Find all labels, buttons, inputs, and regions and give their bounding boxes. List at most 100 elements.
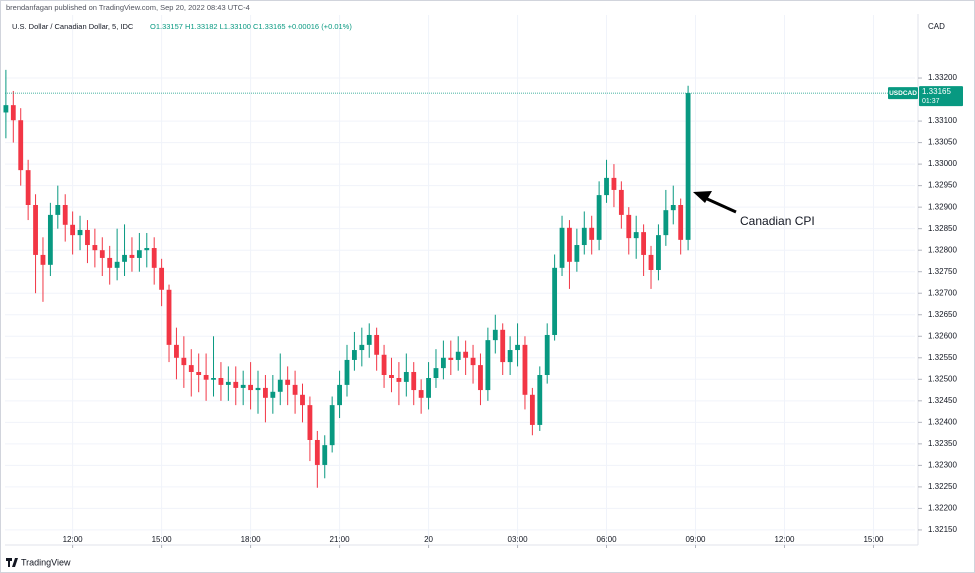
candle-body: [248, 384, 254, 391]
currency-label: CAD: [928, 22, 945, 31]
candle-body: [641, 232, 647, 255]
candle-body: [337, 384, 342, 406]
candle-body: [159, 267, 165, 290]
y-tick-label: 1.32950: [928, 181, 957, 190]
candle-body: [537, 375, 543, 425]
symbol-title: U.S. Dollar / Canadian Dollar, 5, IDC: [12, 22, 134, 31]
x-tick-label: 15:00: [863, 535, 884, 544]
x-tick-label: 18:00: [241, 535, 262, 544]
candle-body: [500, 329, 506, 363]
x-tick-label: 21:00: [330, 535, 351, 544]
annotation-text: Canadian CPI: [740, 214, 815, 228]
candle-body: [389, 375, 394, 379]
brand-logo: [6, 558, 18, 567]
candle-body: [596, 195, 602, 240]
candle-body: [426, 378, 431, 398]
candle-body: [403, 371, 409, 382]
ohlc-line: O1.33157 H1.33182 L1.33100 C1.33165 +0.0…: [150, 22, 352, 31]
candle-body: [300, 394, 305, 406]
candle-body: [18, 120, 24, 171]
y-tick-label: 1.32500: [928, 374, 957, 383]
candle-body: [396, 378, 402, 382]
candle-body: [233, 381, 239, 388]
arrow-head: [693, 191, 712, 203]
y-tick-label: 1.32400: [928, 417, 957, 426]
y-tick-label: 1.32900: [928, 202, 957, 211]
candle-body: [626, 214, 632, 239]
candle-body: [329, 405, 335, 446]
y-tick-label: 1.33200: [928, 73, 957, 82]
y-tick-label: 1.33050: [928, 138, 957, 147]
candle-body: [99, 250, 105, 258]
last-price-badge: [919, 86, 963, 107]
candle-body: [366, 334, 372, 345]
candle-body: [485, 340, 491, 391]
candle-body: [255, 387, 261, 391]
candle-body: [225, 381, 231, 385]
candle-body: [285, 379, 291, 385]
candle-body: [129, 254, 135, 258]
symbol-badge: [888, 87, 918, 100]
candle-body: [670, 205, 676, 211]
y-tick-label: 1.33000: [928, 159, 957, 168]
candle-body: [448, 357, 454, 360]
candle-body: [196, 371, 202, 375]
candle-body: [25, 170, 31, 205]
candle-body: [92, 245, 98, 251]
candle-body: [218, 378, 224, 385]
candle-body: [263, 387, 268, 398]
candle-body: [277, 379, 283, 392]
candle-body: [463, 351, 469, 358]
candle-body: [174, 344, 179, 358]
x-tick-label: 15:00: [152, 535, 173, 544]
candle-body: [581, 227, 587, 246]
candle-body: [544, 334, 550, 375]
y-tick-label: 1.32150: [928, 525, 957, 534]
candle-body: [507, 350, 513, 363]
candle-body: [166, 289, 172, 345]
candle-body: [515, 344, 520, 351]
symbol-badge-text: USDCAD: [889, 90, 917, 97]
candle-body: [574, 245, 580, 262]
y-tick-label: 1.32850: [928, 224, 957, 233]
candle-body: [522, 344, 528, 395]
candle-body: [529, 394, 535, 425]
candle-body: [240, 384, 246, 388]
candle-body: [47, 214, 53, 265]
y-tick-label: 1.32450: [928, 396, 957, 405]
x-tick-label: 06:00: [597, 535, 618, 544]
candle-body: [351, 350, 357, 360]
candle-body: [418, 390, 424, 398]
candle-body: [433, 368, 439, 379]
y-tick-label: 1.32800: [928, 245, 957, 254]
countdown-label: 01:37: [922, 98, 940, 105]
candle-body: [307, 405, 313, 440]
candle-body: [33, 205, 38, 255]
brand: TradingView: [21, 557, 71, 567]
candle-body: [492, 329, 498, 341]
candle-body: [559, 227, 565, 268]
candle-body: [40, 254, 46, 265]
candle-body: [381, 354, 387, 375]
y-tick-label: 1.32750: [928, 267, 957, 276]
candle-body: [567, 227, 572, 262]
publisher-line: brendanfagan published on TradingView.co…: [6, 3, 250, 12]
candle-body: [114, 261, 120, 268]
arrow-shaft: [704, 196, 737, 214]
candle-body: [656, 235, 661, 270]
annotation-arrow: [693, 191, 737, 214]
candle-body: [618, 189, 624, 215]
y-tick-label: 1.32550: [928, 353, 957, 362]
candle-body: [359, 344, 365, 351]
y-tick-label: 1.33100: [928, 116, 957, 125]
grid: [5, 15, 915, 545]
y-tick-label: 1.32600: [928, 331, 957, 340]
candle-body: [604, 177, 609, 196]
candle-body: [203, 375, 209, 380]
logo-part: [8, 558, 10, 567]
candle-body: [685, 93, 691, 240]
candle-body: [648, 254, 654, 270]
